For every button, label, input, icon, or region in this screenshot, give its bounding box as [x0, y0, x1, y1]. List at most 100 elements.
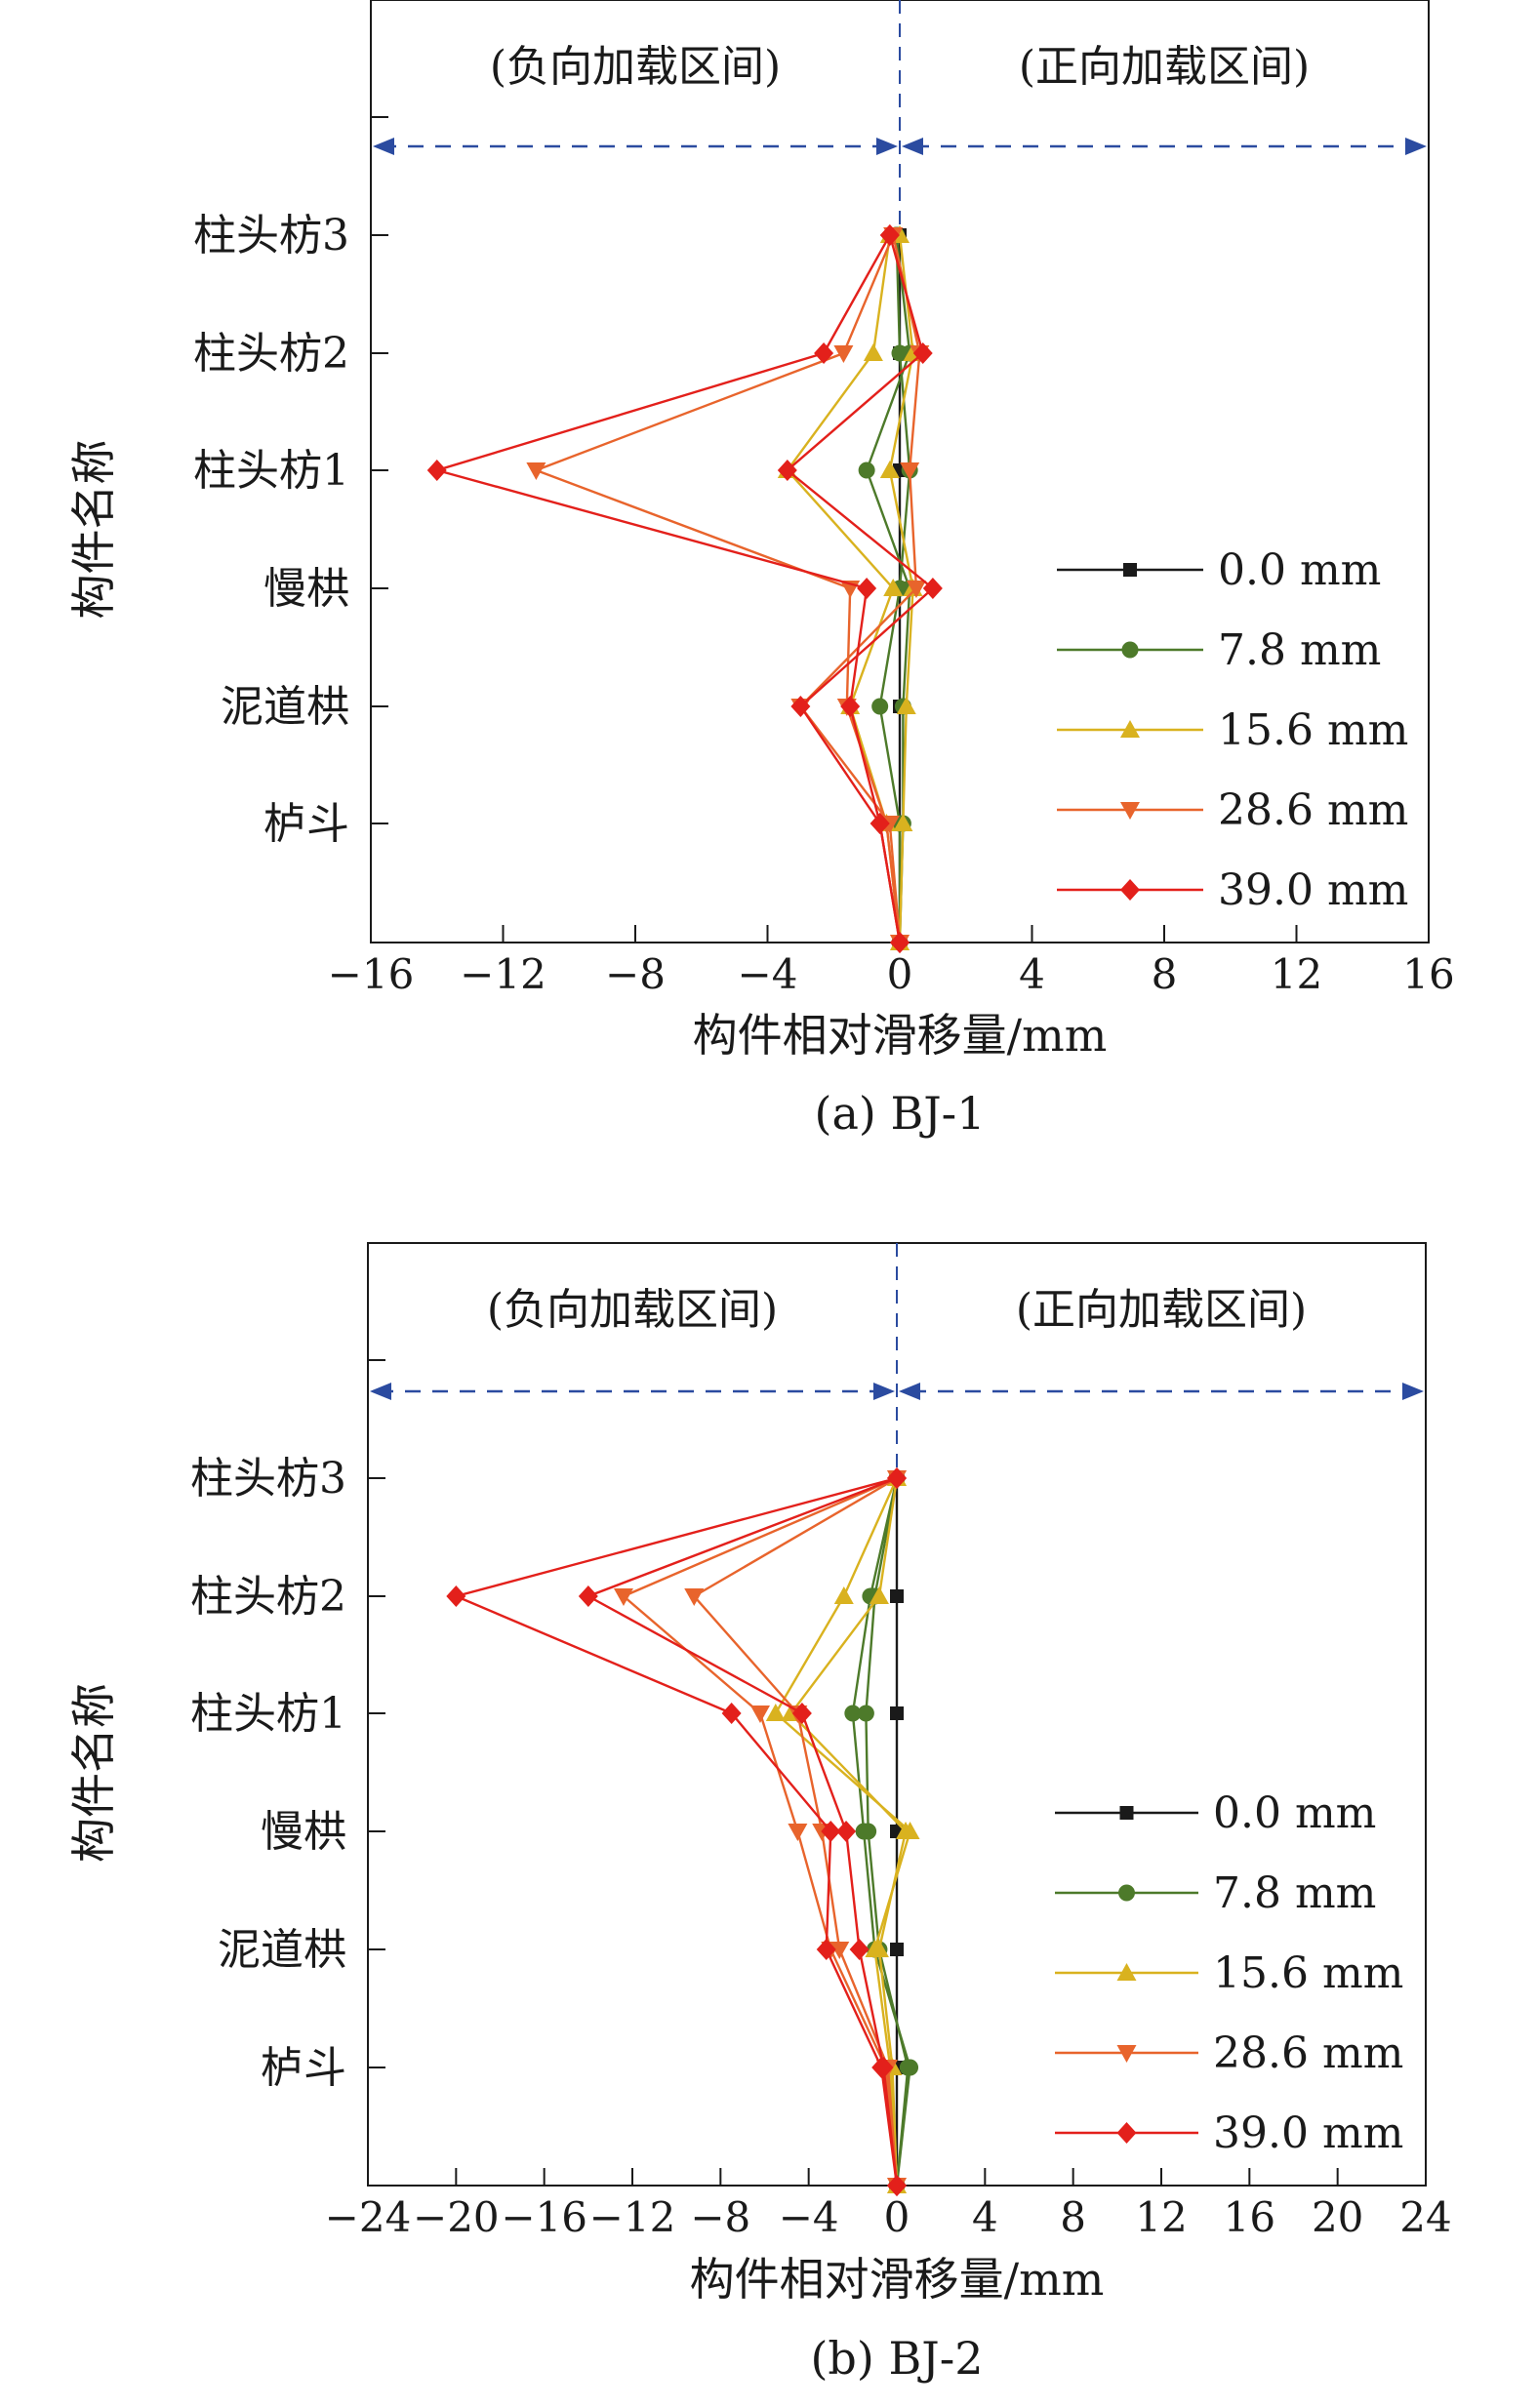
series-line	[432, 234, 902, 943]
data-point	[446, 1585, 466, 1607]
chart-caption: (a) BJ-1	[815, 1087, 986, 1140]
data-point	[912, 342, 933, 364]
legend-item: 28.6 mm	[1055, 2028, 1403, 2078]
legend-marker	[1123, 563, 1137, 577]
data-point	[821, 1821, 841, 1842]
legend-item: 15.6 mm	[1057, 705, 1408, 755]
data-point	[816, 1939, 836, 1960]
data-point	[613, 1588, 633, 1606]
x-tick-label: 0	[884, 2193, 910, 2241]
data-point	[873, 2057, 894, 2078]
y-tick-label: 慢栱	[261, 1807, 346, 1857]
x-tick-label: −4	[738, 950, 798, 998]
legend-marker	[1116, 1963, 1137, 1981]
data-point	[578, 1585, 598, 1607]
data-point	[844, 1705, 862, 1722]
arrowhead-center-right	[899, 1383, 920, 1400]
legend-label: 15.6 mm	[1213, 1948, 1403, 1998]
data-point	[721, 1703, 742, 1724]
data-point	[887, 1467, 907, 1489]
legend-item: 39.0 mm	[1057, 865, 1408, 915]
legend-item: 28.6 mm	[1057, 785, 1408, 835]
x-tick-label: −24	[325, 2193, 412, 2241]
y-tick-label: 柱头枋2	[193, 329, 349, 379]
legend-item: 15.6 mm	[1055, 1948, 1403, 1998]
data-point	[849, 1939, 870, 1960]
x-tick-label: 16	[1224, 2193, 1275, 2241]
chart-2: (负向加载区间) (正向加载区间) −24 −20 −16 −12 −8 −4 0 4 8 12 16 2…	[67, 1242, 1452, 2385]
arrowhead-center-right	[902, 138, 923, 155]
legend-item: 7.8 mm	[1057, 625, 1381, 675]
legend-label: 0.0 mm	[1218, 545, 1381, 595]
x-tick-label: −4	[779, 2193, 839, 2241]
x-tick-label: −16	[501, 2193, 587, 2241]
data-point	[857, 578, 877, 599]
data-point	[883, 579, 904, 596]
y-axis-label: 构件名称	[67, 1683, 120, 1863]
data-point	[790, 696, 811, 717]
data-point	[890, 1589, 904, 1603]
x-tick-label: 20	[1312, 2193, 1363, 2241]
data-point	[896, 697, 916, 714]
series-39-0-mm	[426, 224, 943, 953]
x-tick-label: −12	[589, 2193, 676, 2241]
negative-region-label: (负向加载区间)	[487, 1285, 778, 1335]
legend-label: 39.0 mm	[1218, 865, 1408, 915]
data-point	[869, 1940, 889, 1957]
legend-marker	[1116, 2045, 1137, 2063]
data-point	[426, 460, 447, 481]
arrowhead-center-left	[873, 1383, 895, 1400]
data-point	[863, 343, 883, 361]
legend-marker	[1116, 2122, 1137, 2144]
data-point	[887, 2175, 907, 2196]
legend-label: 39.0 mm	[1213, 2108, 1403, 2158]
negative-region-label: (负向加载区间)	[490, 42, 781, 92]
legend-item: 39.0 mm	[1055, 2108, 1403, 2158]
x-tick-label: 0	[887, 950, 913, 998]
data-point	[791, 1703, 812, 1724]
x-tick-label: −12	[460, 950, 546, 998]
data-point	[788, 1824, 808, 1841]
legend-item: 0.0 mm	[1055, 1788, 1376, 1838]
y-tick-label: 柱头枋2	[190, 1572, 346, 1622]
legend-marker	[1118, 1884, 1135, 1902]
arrowhead-right	[1405, 138, 1427, 155]
data-point	[893, 814, 913, 831]
data-point	[836, 1821, 857, 1842]
data-point	[860, 1823, 877, 1840]
x-tick-label: 8	[1060, 2193, 1086, 2241]
data-point	[900, 462, 920, 480]
data-point	[833, 345, 854, 363]
series-39-0-mm	[446, 1467, 907, 2196]
arrowhead-right	[1402, 1383, 1424, 1400]
x-tick-label: −20	[413, 2193, 500, 2241]
x-tick-label: −8	[605, 950, 666, 998]
data-point	[879, 461, 900, 478]
x-tick-label: −16	[328, 950, 415, 998]
legend-label: 7.8 mm	[1218, 625, 1381, 675]
y-tick-label: 泥道栱	[218, 1925, 346, 1975]
data-point	[749, 1706, 770, 1723]
y-tick-label: 栌斗	[263, 799, 349, 849]
data-point	[890, 1943, 904, 1956]
y-tick-label: 柱头枋3	[190, 1454, 346, 1504]
legend-label: 15.6 mm	[1218, 705, 1408, 755]
legend-item: 7.8 mm	[1055, 1868, 1376, 1918]
data-point	[871, 698, 889, 715]
legend-label: 28.6 mm	[1218, 785, 1408, 835]
data-point	[922, 578, 943, 599]
legend-item: 0.0 mm	[1057, 545, 1381, 595]
data-point	[814, 342, 834, 364]
data-point	[833, 1586, 854, 1604]
legend-label: 0.0 mm	[1213, 1788, 1376, 1838]
x-axis-label: 构件相对滑移量/mm	[693, 1009, 1108, 1062]
y-tick-label: 柱头枋3	[193, 211, 349, 261]
data-point	[858, 462, 875, 479]
x-tick-label: 24	[1399, 2193, 1451, 2241]
arrowhead-left	[370, 1383, 391, 1400]
legend-marker	[1120, 802, 1140, 820]
data-point	[906, 581, 926, 598]
y-tick-label: 泥道栱	[221, 682, 349, 732]
data-point	[879, 224, 900, 246]
